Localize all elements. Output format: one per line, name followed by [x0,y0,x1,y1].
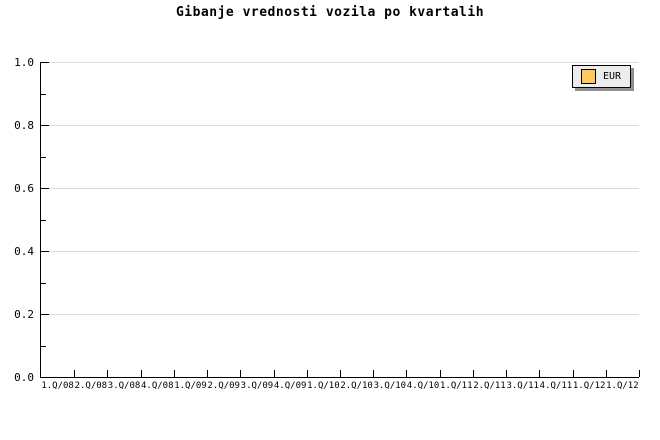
x-axis-tick [606,370,607,377]
y-axis-minor-tick [41,94,46,95]
y-axis-major-tick [41,314,49,315]
x-axis-tick [506,370,507,377]
legend-swatch-eur [581,69,596,84]
y-gridline [41,125,639,126]
x-axis-label: 3.Q/11 [506,381,539,391]
x-axis-label: 1.Q/09 [174,381,207,391]
y-axis-minor-tick [41,157,46,158]
y-axis-label: 0.0 [14,371,34,384]
x-axis-tick [307,370,308,377]
y-axis-major-tick [41,125,49,126]
x-axis-label: 2.Q/08 [74,381,108,391]
y-axis-label: 1.0 [14,56,34,69]
x-axis-tick [107,370,108,377]
y-axis-label: 0.8 [14,119,34,132]
x-axis-label: 4.Q/10 [406,381,440,391]
y-gridline [41,314,639,315]
x-axis-tick [573,370,574,377]
x-axis-tick [207,370,208,377]
x-axis-label: 2.Q/11 [473,381,506,391]
x-axis-label: 1.Q/08 [41,381,74,391]
x-axis-tick [240,370,241,377]
y-gridline [41,62,639,63]
y-axis-label: 0.6 [14,182,34,195]
y-axis-label: 0.4 [14,245,34,258]
y-gridline [41,188,639,189]
x-axis-label: 2.Q/10 [340,381,373,391]
y-axis-minor-tick [41,346,46,347]
x-axis-tick [440,370,441,377]
x-axis-label: 3.Q/10 [373,381,407,391]
x-axis-tick [373,370,374,377]
x-axis-tick [74,370,75,377]
x-axis-tick [274,370,275,377]
x-axis-label: 1.Q/11 [440,381,473,391]
chart-title: Gibanje vrednosti vozila po kvartalih [175,5,485,20]
x-axis-label: 1.Q/12 [572,381,606,391]
plot-area: 0.0 0.2 0.4 0.6 0.8 1.0 1.Q/08 2.Q/08 3.Q/08 4.Q/… [14,57,640,391]
x-axis-label: 3.Q/09 [240,381,274,391]
x-axis-label: 4.Q/08 [141,381,174,391]
y-axis-minor-tick [41,283,46,284]
y-axis-label: 0.2 [14,308,34,321]
legend-label-eur: EUR [603,71,622,82]
x-axis-tick [539,370,540,377]
legend-box: EUR [572,65,632,88]
x-axis-label: 2.Q/09 [207,381,240,391]
x-axis-tick [340,370,341,377]
x-axis-tick [406,370,407,377]
x-axis-label: 1.Q/12 [606,381,639,391]
y-axis-major-tick [41,251,49,252]
x-axis-label: 4.Q/11 [539,381,573,391]
x-axis-label: 1.Q/10 [307,381,340,391]
y-axis-major-tick [41,188,49,189]
x-axis-tick [639,370,640,377]
y-gridline [41,251,639,252]
y-axis-major-tick [41,62,49,63]
x-axis-tick [174,370,175,377]
x-axis-label: 4.Q/09 [273,381,307,391]
x-axis-label: 3.Q/08 [107,381,141,391]
x-axis-tick [473,370,474,377]
x-axis-tick [141,370,142,377]
y-axis-minor-tick [41,220,46,221]
